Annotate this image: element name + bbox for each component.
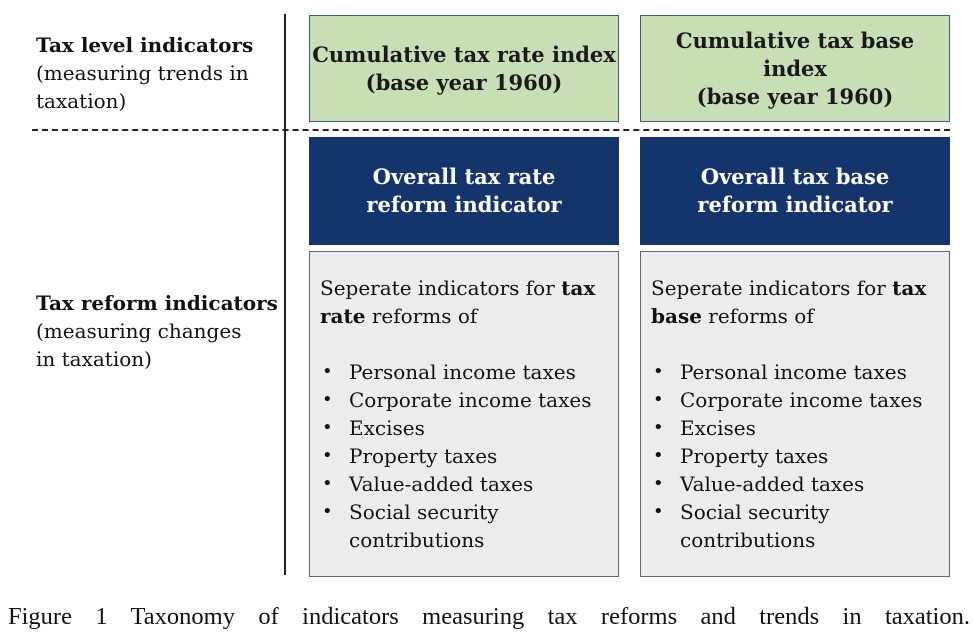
intro-bold-base: base — [651, 304, 702, 328]
list-item: Excises — [651, 414, 922, 442]
overall-tax-base-line1: Overall tax base — [700, 164, 890, 189]
list-item: Value-added taxes — [651, 470, 922, 498]
tax-base-intro: Seperate indicators for tax base reforms … — [651, 274, 926, 330]
figure-caption: Figure 1 Taxonomy of indicators measurin… — [8, 603, 970, 630]
tax-level-title: Tax level indicators — [36, 33, 254, 57]
intro-bold-tax: tax — [892, 276, 927, 300]
tax-reform-desc-line2: in taxation) — [36, 347, 152, 371]
intro-text-end: reforms of — [365, 304, 478, 328]
list-item: Social security contributions — [651, 498, 922, 554]
tax-rate-separate-box: Seperate indicators for tax rate reforms … — [309, 251, 619, 577]
list-item: Personal income taxes — [651, 358, 922, 386]
list-item-line2: contributions — [680, 528, 816, 552]
list-item: Value-added taxes — [320, 470, 591, 498]
list-item: Corporate income taxes — [320, 386, 591, 414]
overall-tax-base-line2: reform indicator — [697, 192, 893, 217]
list-item-line1: Social security — [680, 500, 830, 524]
overall-tax-rate-box: Overall tax rate reform indicator — [309, 137, 619, 245]
list-item-line1: Social security — [349, 500, 499, 524]
intro-bold-rate: rate — [320, 304, 366, 328]
list-item: Property taxes — [651, 442, 922, 470]
intro-bold-tax: tax — [561, 276, 596, 300]
intro-text: Seperate indicators for — [320, 276, 562, 300]
list-item: Excises — [320, 414, 591, 442]
list-item: Corporate income taxes — [651, 386, 922, 414]
tax-level-desc-line2: taxation) — [36, 89, 127, 113]
tax-reform-title: Tax reform indicators — [36, 291, 278, 315]
overall-tax-base-box: Overall tax base reform indicator — [640, 137, 950, 245]
dashed-row-divider — [32, 129, 950, 131]
tax-base-list: Personal income taxes Corporate income t… — [651, 358, 922, 554]
tax-base-index-line1: Cumulative tax base index — [675, 27, 915, 81]
intro-text: Seperate indicators for — [651, 276, 893, 300]
tax-level-desc-line1: (measuring trends in — [36, 61, 249, 85]
tax-rate-index-line2: (base year 1960) — [365, 69, 563, 95]
tax-base-index-line2: (base year 1960) — [696, 83, 894, 109]
tax-rate-index-box: Cumulative tax rate index (base year 196… — [309, 15, 619, 122]
tax-base-index-box: Cumulative tax base index (base year 196… — [640, 15, 950, 122]
intro-text-end: reforms of — [701, 304, 814, 328]
vertical-divider — [284, 14, 286, 575]
list-item: Social security contributions — [320, 498, 591, 554]
tax-rate-index-line1: Cumulative tax rate index — [312, 41, 616, 67]
list-item-line2: contributions — [349, 528, 485, 552]
tax-rate-intro: Seperate indicators for tax rate reforms … — [320, 274, 595, 330]
tax-rate-list: Personal income taxes Corporate income t… — [320, 358, 591, 554]
overall-tax-rate-line2: reform indicator — [366, 192, 562, 217]
tax-reform-label: Tax reform indicators (measuring changes… — [36, 289, 278, 373]
overall-tax-rate-line1: Overall tax rate — [372, 164, 556, 189]
tax-level-label: Tax level indicators (measuring trends i… — [36, 31, 253, 115]
tax-base-separate-box: Seperate indicators for tax base reforms … — [640, 251, 950, 577]
tax-reform-desc-line1: (measuring changes — [36, 319, 242, 343]
list-item: Property taxes — [320, 442, 591, 470]
list-item: Personal income taxes — [320, 358, 591, 386]
